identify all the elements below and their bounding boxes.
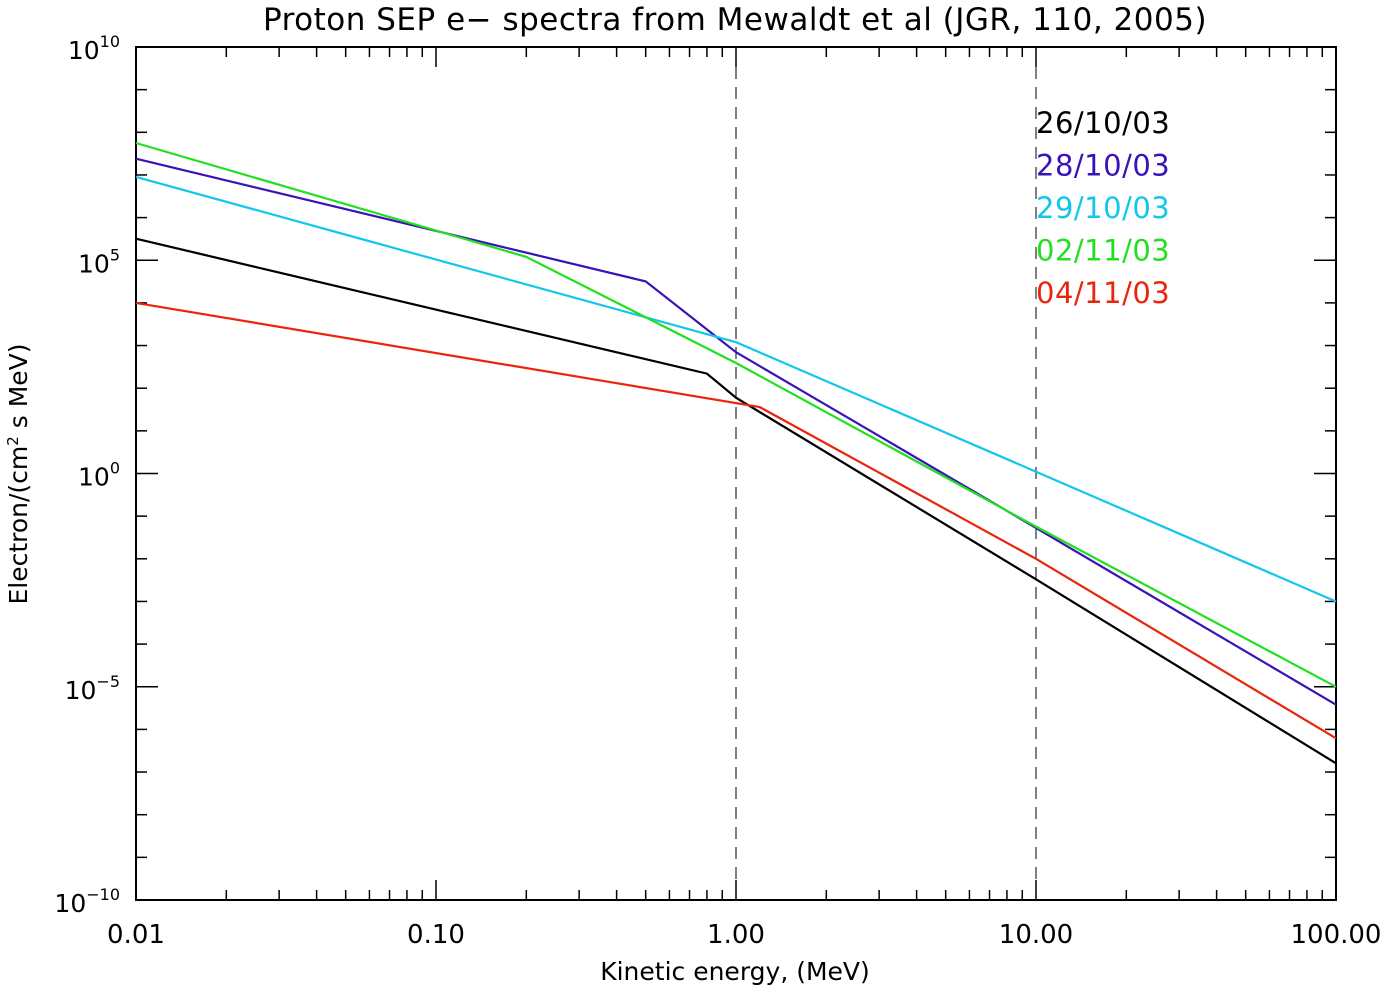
x-tick-label: 0.10 (407, 920, 465, 950)
y-tick-exponent: 0 (110, 459, 120, 478)
y-axis-label: Electron/(cm2 s MeV) (4, 343, 33, 604)
y-axis-label-main: Electron/(cm (4, 446, 33, 605)
y-tick-exponent: 5 (110, 245, 120, 264)
legend: 26/10/03 28/10/03 29/10/03 02/11/03 04/11/03 (1036, 106, 1170, 310)
y-tick-exponent: −5 (96, 672, 120, 691)
x-axis-label: Kinetic energy, (MeV) (600, 957, 870, 986)
series-line (135, 157, 1337, 706)
series-lines (135, 141, 1337, 765)
x-tick-label: 1.00 (707, 920, 765, 950)
legend-entry: 26/10/03 (1036, 106, 1170, 140)
y-axis-label-tail: s MeV) (4, 343, 33, 436)
reference-lines (735, 47, 1037, 900)
legend-entry: 29/10/03 (1036, 191, 1170, 225)
y-tick-label: 10−10 (54, 885, 120, 918)
x-tick-label: 0.01 (107, 920, 165, 950)
legend-entry: 28/10/03 (1036, 149, 1170, 183)
y-tick-label: 10−5 (65, 672, 120, 705)
y-tick-exponent: 10 (100, 32, 120, 51)
legend-entry: 02/11/03 (1036, 234, 1170, 268)
y-axis-label-sup: 2 (4, 436, 22, 446)
x-tick-label: 10.00 (999, 920, 1073, 950)
chart-title: Proton SEP e− spectra from Mewaldt et al… (263, 2, 1207, 38)
series-line (135, 141, 1337, 688)
x-tick-labels: 0.01 0.10 1.00 10.00 100.00 (107, 920, 1381, 950)
y-tick-exponent: −10 (86, 885, 120, 904)
y-tick-label: 105 (78, 245, 120, 278)
y-tick-base: 10 (78, 463, 110, 492)
legend-entry: 04/11/03 (1036, 276, 1170, 310)
series-line (135, 301, 1337, 740)
series-line (135, 237, 1337, 765)
y-tick-base: 10 (78, 249, 110, 278)
y-tick-base: 10 (65, 676, 97, 705)
x-tick-label: 100.00 (1291, 920, 1382, 950)
y-tick-label: 1010 (68, 32, 120, 65)
y-tick-base: 10 (68, 36, 100, 65)
y-tick-label: 100 (78, 459, 120, 492)
series-line (135, 175, 1337, 603)
y-tick-base: 10 (54, 889, 86, 918)
